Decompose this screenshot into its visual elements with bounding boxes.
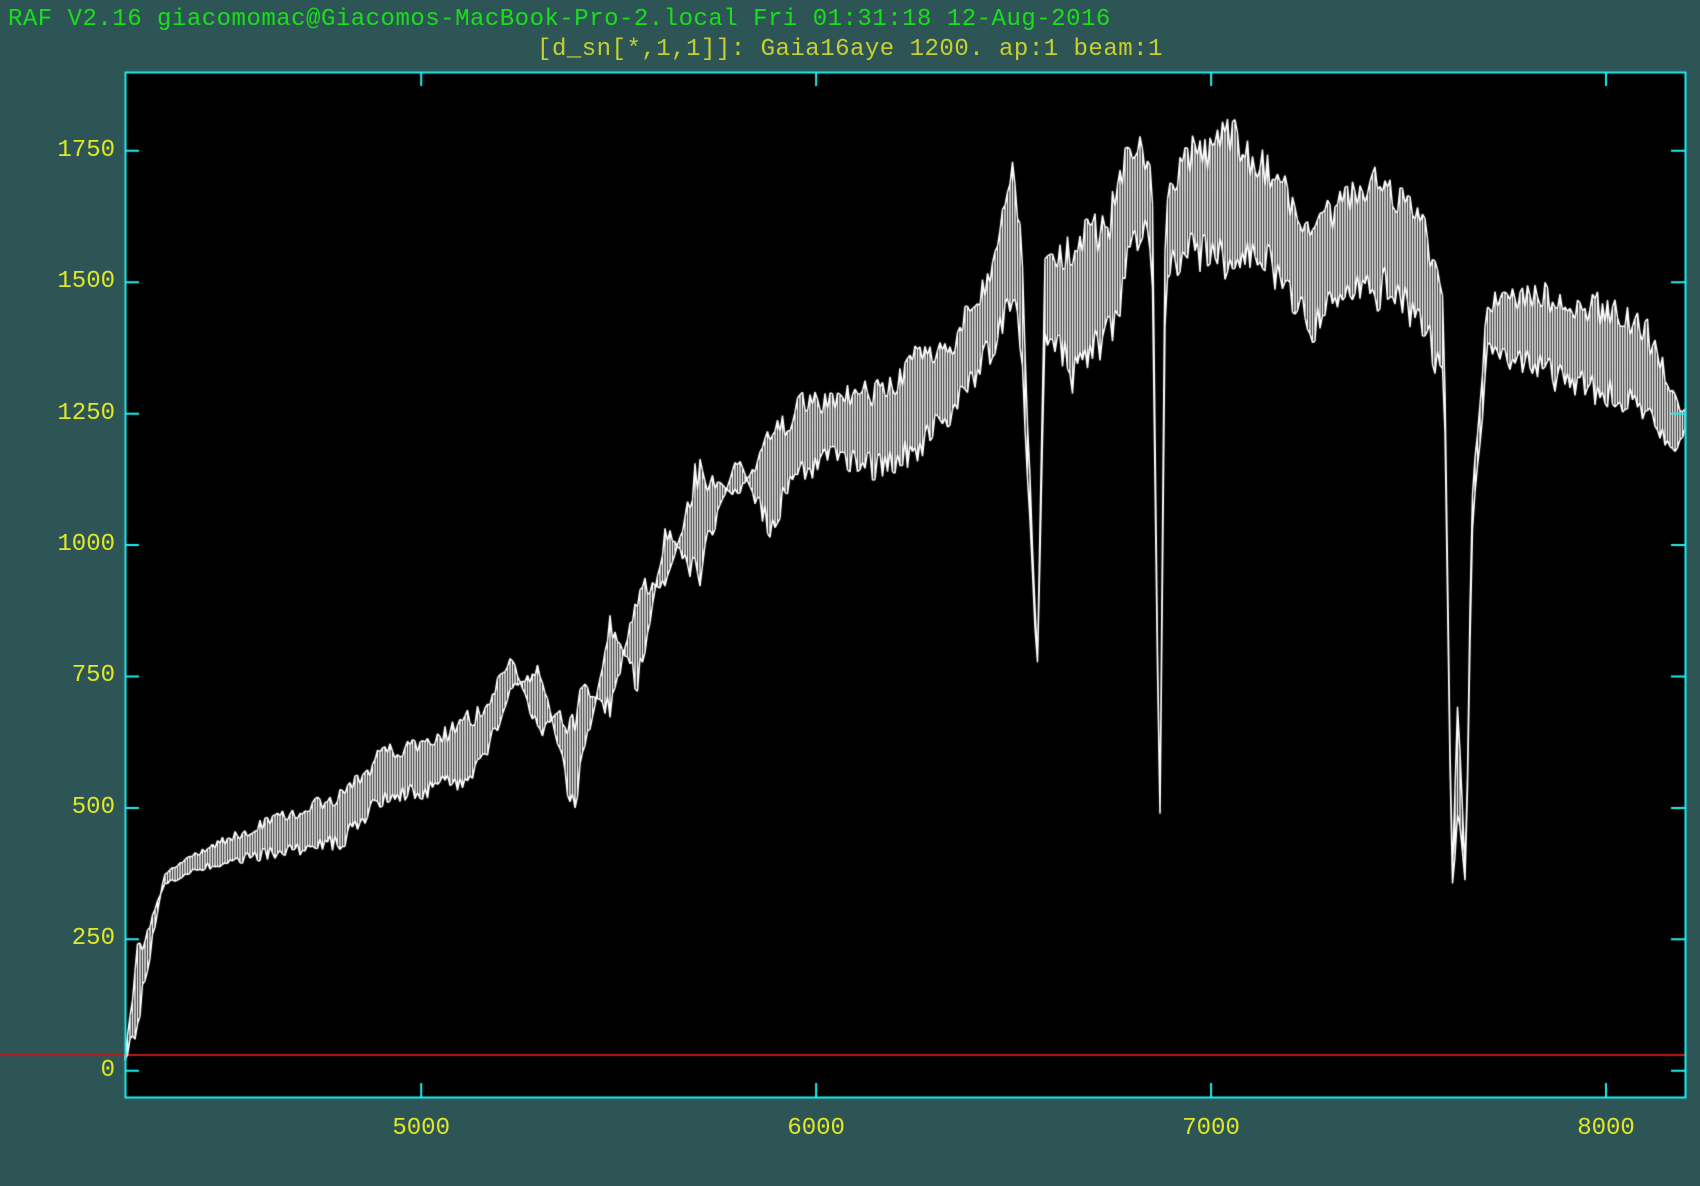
y-tick-label: 750	[25, 662, 115, 689]
y-tick-label: 1750	[25, 137, 115, 164]
y-tick-label: 1000	[25, 531, 115, 558]
x-tick-label: 8000	[1556, 1115, 1656, 1142]
spectrum-plot	[0, 0, 1700, 1186]
x-tick-label: 5000	[371, 1115, 471, 1142]
y-tick-label: 500	[25, 794, 115, 821]
y-tick-label: 1250	[25, 400, 115, 427]
y-tick-label: 0	[25, 1057, 115, 1084]
x-tick-label: 6000	[766, 1115, 866, 1142]
y-tick-label: 250	[25, 925, 115, 952]
x-tick-label: 7000	[1161, 1115, 1261, 1142]
y-tick-label: 1500	[25, 268, 115, 295]
